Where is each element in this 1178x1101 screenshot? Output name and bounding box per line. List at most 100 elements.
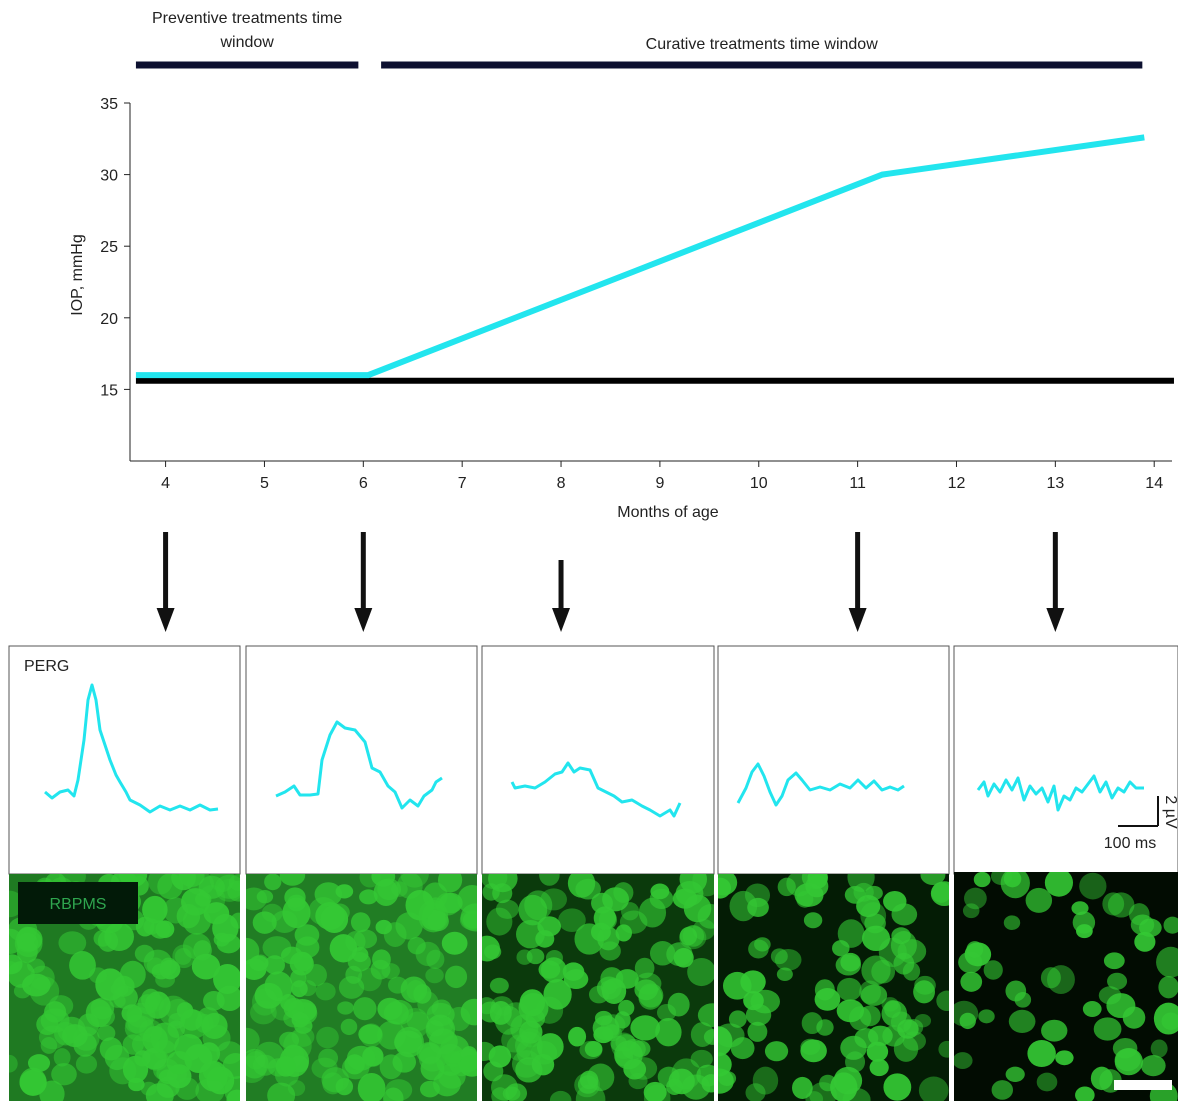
cell xyxy=(859,1005,881,1027)
cell xyxy=(344,1054,365,1075)
cell xyxy=(99,1037,123,1061)
stain-label-bg xyxy=(18,882,138,924)
x-tick-label: 11 xyxy=(849,475,866,492)
cell xyxy=(610,1035,628,1052)
cell xyxy=(89,967,108,984)
cell xyxy=(27,958,45,974)
cell xyxy=(562,962,585,981)
cell xyxy=(145,1083,174,1101)
x-tick-label: 5 xyxy=(260,475,269,492)
cell xyxy=(1112,1038,1138,1059)
cell xyxy=(540,888,567,911)
cell xyxy=(1130,914,1155,935)
cell xyxy=(178,874,205,887)
cell xyxy=(444,1050,463,1068)
cell xyxy=(357,1073,386,1101)
cell xyxy=(938,1040,949,1058)
perg-box xyxy=(245,645,478,875)
cell xyxy=(764,1041,789,1062)
cell xyxy=(148,874,173,895)
cell xyxy=(155,971,176,988)
cell xyxy=(816,1019,834,1036)
cell xyxy=(246,887,268,911)
cell xyxy=(340,1018,358,1036)
x-tick-label: 14 xyxy=(1145,475,1163,492)
x-tick-label: 4 xyxy=(161,475,170,492)
micrograph xyxy=(246,874,477,1101)
cell xyxy=(883,1073,912,1101)
cell xyxy=(201,1012,228,1040)
cell xyxy=(29,976,60,1006)
micrograph xyxy=(482,874,714,1101)
cell xyxy=(599,941,621,961)
x-tick-label: 9 xyxy=(655,475,664,492)
y-tick-label: 35 xyxy=(100,96,118,113)
arrow xyxy=(156,532,175,632)
arrow-head xyxy=(552,608,571,632)
cell xyxy=(426,1020,444,1037)
cell xyxy=(433,1071,461,1097)
cell xyxy=(800,1039,827,1063)
data-line xyxy=(135,134,1145,379)
perg-trace xyxy=(510,761,682,818)
cell xyxy=(445,965,468,989)
cell xyxy=(53,1048,71,1067)
cell xyxy=(1003,872,1022,888)
cell xyxy=(1014,991,1032,1008)
cell xyxy=(832,940,850,957)
cell xyxy=(489,977,509,994)
micrograph xyxy=(718,874,949,1101)
cell xyxy=(656,1003,677,1022)
cell xyxy=(19,1069,47,1096)
cell xyxy=(320,905,349,934)
cell xyxy=(174,947,192,965)
cell xyxy=(615,924,633,942)
x-tick-label: 7 xyxy=(458,475,467,492)
cell xyxy=(381,963,400,979)
time-window-label: Preventive treatments time window xyxy=(151,10,343,51)
cell xyxy=(558,908,586,932)
cell xyxy=(426,949,445,970)
cell xyxy=(283,997,305,1019)
cell xyxy=(584,1040,603,1057)
cell xyxy=(359,889,378,905)
y-tick-label: 25 xyxy=(100,239,118,256)
cell xyxy=(687,957,714,987)
cell xyxy=(836,999,865,1023)
cell xyxy=(484,944,502,960)
cell xyxy=(262,936,292,960)
cell xyxy=(983,960,1003,980)
arrow xyxy=(354,532,373,632)
perg-box xyxy=(8,645,241,875)
arrow-head xyxy=(354,608,373,632)
cell xyxy=(966,941,984,958)
cell xyxy=(58,931,87,955)
cell xyxy=(792,1076,813,1100)
cell xyxy=(718,1023,745,1048)
cell xyxy=(655,1017,682,1047)
arrow-head xyxy=(848,608,867,632)
cell xyxy=(395,912,423,940)
cell xyxy=(744,883,771,908)
cell xyxy=(786,874,813,897)
cell xyxy=(574,923,605,955)
x-tick-label: 13 xyxy=(1046,475,1064,492)
cell xyxy=(314,882,343,907)
cell xyxy=(931,882,949,903)
cell xyxy=(837,919,865,948)
cell xyxy=(638,984,663,1010)
perg-box xyxy=(481,645,715,875)
cell xyxy=(379,1054,403,1080)
cell xyxy=(213,963,240,994)
cell xyxy=(457,885,477,915)
cell xyxy=(679,925,707,950)
cell xyxy=(840,952,861,972)
cell xyxy=(44,1001,67,1023)
cell xyxy=(539,874,560,886)
cell xyxy=(222,1052,240,1079)
cell xyxy=(142,895,168,924)
cell xyxy=(345,965,363,984)
cell xyxy=(526,948,545,965)
cell xyxy=(865,885,883,901)
